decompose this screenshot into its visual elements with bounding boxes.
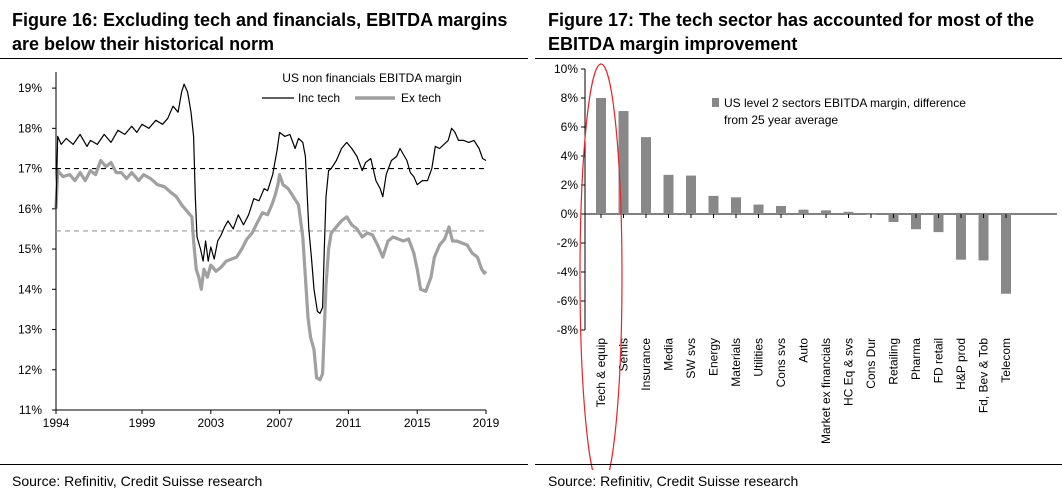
y-tick-label: 6% bbox=[561, 120, 579, 134]
bar-materials bbox=[731, 197, 741, 214]
bar-semis bbox=[618, 111, 629, 214]
y-tick-label: 16% bbox=[18, 202, 42, 216]
legend-label-ex-tech: Ex tech bbox=[401, 91, 441, 105]
bar-utilities bbox=[753, 204, 764, 214]
y-tick-label: -4% bbox=[557, 265, 579, 279]
y-tick-label: 11% bbox=[19, 403, 42, 417]
figure-16-panel: Figure 16: Excluding tech and financials… bbox=[0, 0, 528, 494]
figure-17-source: Source: Refinitiv, Credit Suisse researc… bbox=[548, 473, 799, 489]
y-tick-label: 18% bbox=[18, 121, 42, 135]
bar-sw-svs bbox=[686, 175, 696, 214]
y-tick-label: 17% bbox=[18, 162, 42, 176]
y-tick-label: 2% bbox=[561, 178, 579, 192]
category-label: FD retail bbox=[932, 338, 946, 383]
y-tick-label: 8% bbox=[561, 91, 579, 105]
category-label: Energy bbox=[707, 338, 721, 376]
category-label: Cons svs bbox=[774, 338, 788, 387]
category-label: Utilities bbox=[752, 338, 766, 377]
x-tick-label: 2011 bbox=[335, 416, 361, 430]
figure-16-top-rule bbox=[0, 58, 528, 59]
category-label: Auto bbox=[797, 338, 811, 363]
y-tick-label: -8% bbox=[557, 323, 579, 337]
bar-tech-equip bbox=[596, 98, 606, 214]
category-label: Fd, Bev & Tob bbox=[977, 338, 991, 413]
y-tick-label: 13% bbox=[18, 323, 42, 337]
y-tick-label: 15% bbox=[18, 242, 42, 256]
figure-17-title-line1: Figure 17: The tech sector has accounted… bbox=[548, 10, 1035, 30]
figure-17-title: Figure 17: The tech sector has accounted… bbox=[548, 8, 1058, 56]
y-tick-label: 19% bbox=[18, 81, 42, 95]
legend-label-line1: US level 2 sectors EBITDA margin, differ… bbox=[724, 96, 966, 110]
series-line-ex-tech bbox=[54, 158, 488, 382]
x-tick-label: 2007 bbox=[266, 416, 293, 430]
legend-swatch bbox=[712, 98, 719, 107]
x-tick-label: 2019 bbox=[473, 416, 500, 430]
x-tick-label: 2015 bbox=[404, 416, 431, 430]
bar-pharma bbox=[911, 214, 921, 230]
legend-label-inc-tech: Inc tech bbox=[298, 91, 340, 105]
bar-h-p-prod bbox=[956, 214, 966, 260]
category-label: Telecom bbox=[999, 338, 1013, 383]
category-label: Market ex financials bbox=[819, 338, 833, 444]
figure-17-title-line2: EBITDA margin improvement bbox=[548, 34, 798, 54]
category-label: Materials bbox=[729, 338, 743, 387]
bar-cons-svs bbox=[776, 206, 786, 214]
legend-label-line2: from 25 year average bbox=[724, 113, 838, 127]
bar-market-ex-financials bbox=[821, 210, 831, 214]
figure-16-title-line1: Figure 16: Excluding tech and financials… bbox=[12, 10, 508, 30]
y-tick-label: 0% bbox=[561, 207, 579, 221]
highlight-ellipse bbox=[579, 63, 623, 470]
bar-auto bbox=[798, 209, 809, 214]
y-tick-label: -2% bbox=[557, 236, 579, 250]
figure-17-top-rule bbox=[535, 58, 1062, 59]
y-tick-label: 14% bbox=[18, 282, 42, 296]
bar-telecom bbox=[1001, 214, 1011, 294]
category-label: SW svs bbox=[684, 338, 698, 379]
category-label: Pharma bbox=[909, 338, 923, 380]
category-label: HC Eq & svs bbox=[842, 338, 856, 406]
figure-16-title-line2: are below their historical norm bbox=[12, 34, 275, 54]
y-tick-label: -6% bbox=[557, 294, 579, 308]
category-label: Semis bbox=[617, 338, 631, 371]
category-label: H&P prod bbox=[954, 338, 968, 390]
figure-17-bottom-rule bbox=[535, 464, 1062, 465]
bar-media bbox=[663, 174, 674, 214]
sector-ebitda-bar-chart: 10% 8% 6% 4% 2% 0% -2% -4% -6% -8% Tech & equip Sem… bbox=[554, 62, 1057, 470]
category-label: Insurance bbox=[639, 338, 653, 391]
bar-insurance bbox=[641, 137, 651, 214]
y-tick-label: 10% bbox=[554, 62, 578, 76]
category-label: Media bbox=[662, 338, 676, 371]
bar-hc-eq-svs bbox=[843, 211, 854, 214]
bar-energy bbox=[708, 195, 719, 214]
x-tick-label: 2003 bbox=[197, 416, 224, 430]
x-tick-label: 1999 bbox=[129, 416, 156, 430]
figure-17-panel: Figure 17: The tech sector has accounted… bbox=[535, 0, 1062, 494]
bar-fd-retail bbox=[933, 214, 944, 233]
legend-title: US non financials EBITDA margin bbox=[282, 71, 461, 85]
category-label: Cons Dur bbox=[864, 338, 878, 389]
figure-16-title: Figure 16: Excluding tech and financials… bbox=[12, 8, 522, 56]
y-tick-label: 12% bbox=[18, 363, 42, 377]
category-label: Tech & equip bbox=[594, 338, 608, 408]
x-tick-label: 1994 bbox=[43, 416, 70, 430]
figure-16-source: Source: Refinitiv, Credit Suisse researc… bbox=[12, 473, 263, 489]
category-label: Retailing bbox=[887, 338, 901, 385]
bar-fd-bev-tob bbox=[978, 214, 989, 261]
figure-16-bottom-rule bbox=[0, 464, 528, 465]
ebitda-margin-line-chart: 11% 12% 13% 14% 15% 16% 17% 18% 19% 1994 1999 2003 2… bbox=[18, 71, 500, 430]
y-tick-label: 4% bbox=[561, 149, 579, 163]
series-line-inc-tech bbox=[55, 83, 487, 314]
